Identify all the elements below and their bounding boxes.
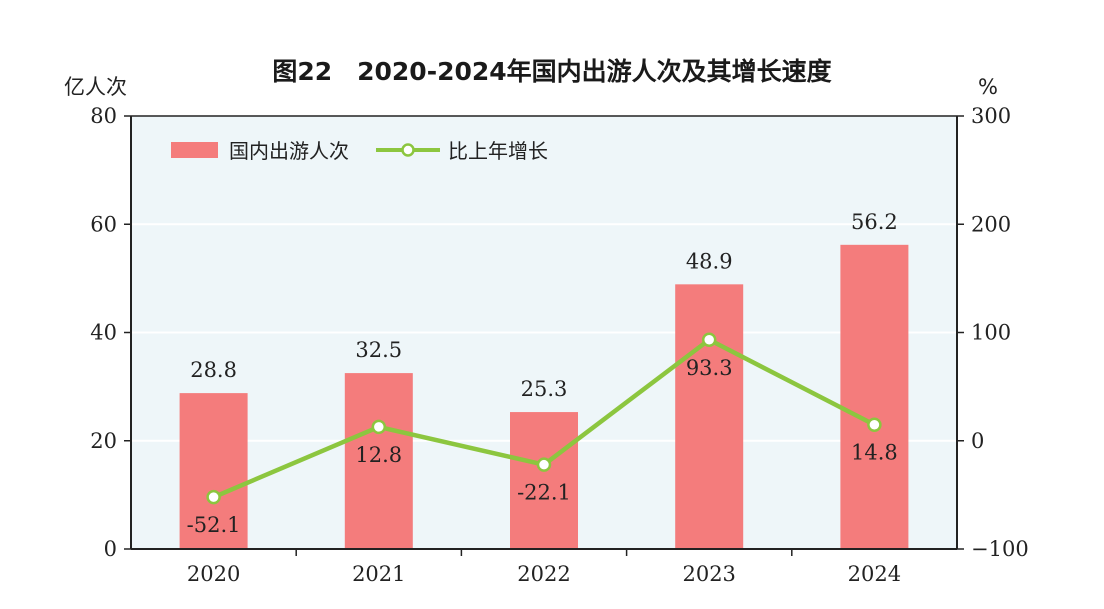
- x-tick-label: 2022: [517, 562, 570, 586]
- growth-value-label: -22.1: [517, 481, 571, 505]
- left-tick-label: 60: [90, 212, 117, 236]
- right-axis-unit: %: [978, 75, 998, 99]
- bar-value-label: 48.9: [686, 249, 733, 273]
- legend-bar-swatch: [171, 142, 218, 158]
- chart-title: 图22 2020-2024年国内出游人次及其增长速度: [272, 57, 831, 86]
- legend-bar-label: 国内出游人次: [229, 139, 349, 163]
- right-tick-label: 100: [971, 321, 1011, 345]
- bar: [510, 412, 578, 549]
- right-tick-label: 200: [971, 212, 1011, 236]
- right-tick-label: −100: [971, 537, 1029, 561]
- right-tick-label: 300: [971, 104, 1011, 128]
- bar: [840, 244, 909, 549]
- bar-value-label: 56.2: [851, 210, 898, 234]
- bar-value-label: 28.8: [190, 358, 237, 382]
- growth-line: [206, 332, 882, 505]
- x-tick-label: 2023: [682, 562, 735, 586]
- left-tick-label: 0: [104, 537, 117, 561]
- growth-value-label: 93.3: [686, 356, 733, 380]
- legend: 国内出游人次 比上年增长: [171, 139, 548, 163]
- bar: [179, 393, 248, 549]
- left-tick-label: 40: [90, 321, 117, 345]
- bar-value-label: 25.3: [521, 377, 568, 401]
- left-tick-label: 20: [90, 429, 117, 453]
- x-tick-label: 2021: [352, 562, 405, 586]
- left-tick-label: 80: [90, 104, 117, 128]
- bar: [675, 284, 744, 549]
- bar-value-label: 32.5: [355, 338, 402, 362]
- growth-point: [701, 332, 717, 348]
- axes: [130, 115, 958, 556]
- left-axis-unit: 亿人次: [64, 75, 127, 99]
- legend-line-label: 比上年增长: [448, 139, 548, 163]
- bars: [179, 244, 909, 549]
- growth-value-label: 12.8: [355, 443, 402, 467]
- growth-point: [536, 457, 552, 472]
- growth-point: [206, 489, 221, 505]
- x-tick-label: 2020: [187, 562, 240, 586]
- growth-point: [371, 419, 387, 435]
- bar: [344, 373, 413, 549]
- data-labels: 28.8 32.5 25.3 48.9 56.2 -52.1 12.8 -22.1 93.3 14…: [187, 210, 898, 537]
- right-tick-label: 0: [971, 429, 984, 453]
- x-tick-label: 2024: [848, 562, 901, 586]
- growth-value-label: -52.1: [187, 513, 241, 537]
- growth-point: [867, 417, 882, 432]
- growth-value-label: 14.8: [851, 441, 898, 465]
- legend-line-marker: [401, 143, 415, 157]
